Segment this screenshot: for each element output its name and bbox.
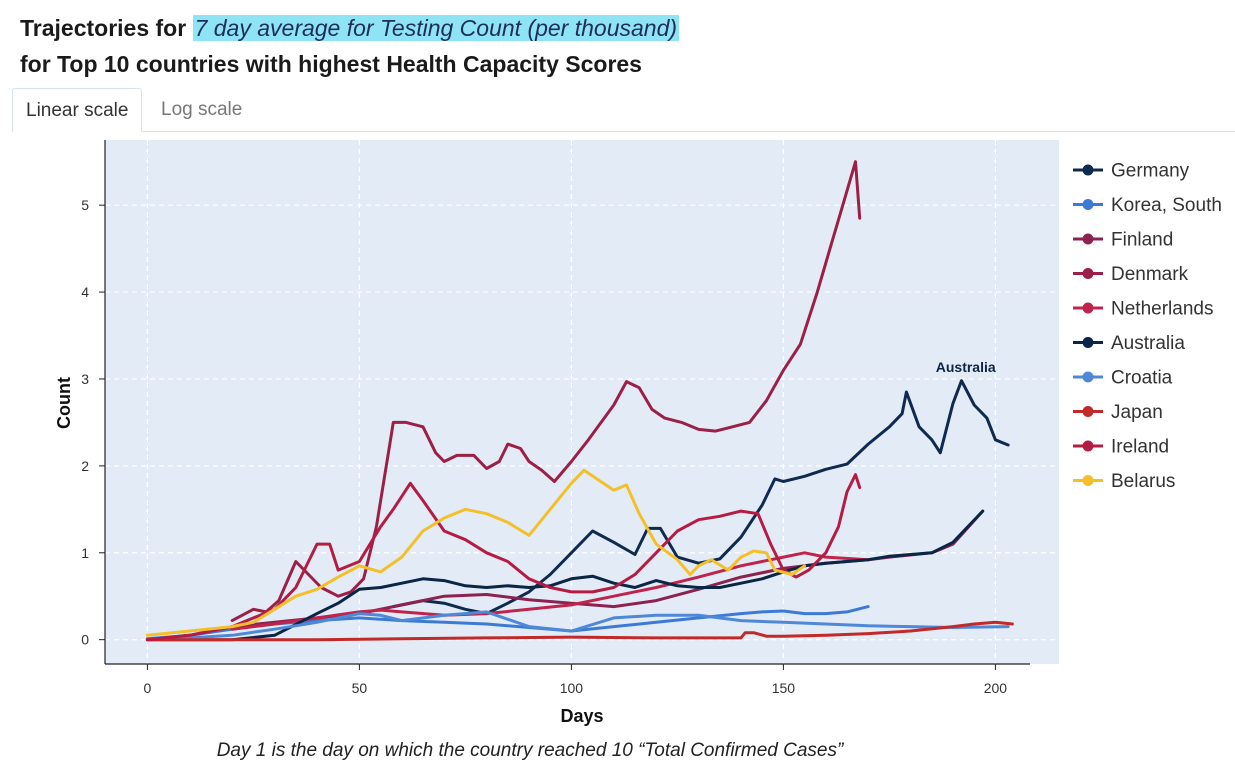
- chart-caption: Day 1 is the day on which the country re…: [216, 740, 844, 761]
- y-tick-label: 2: [81, 458, 89, 474]
- legend-swatch-marker: [1082, 233, 1094, 245]
- x-tick-label: 200: [984, 680, 1008, 696]
- series-line: [391, 379, 1010, 616]
- legend-swatch-marker: [1082, 164, 1094, 176]
- y-tick-label: 5: [81, 197, 89, 213]
- y-axis-title: Count: [54, 377, 74, 429]
- legend-label: Korea, South: [1111, 195, 1222, 216]
- plot-area: [105, 140, 1059, 664]
- legend-swatch-marker: [1082, 337, 1094, 348]
- legend-label: Germany: [1111, 161, 1190, 182]
- y-tick-label: 4: [81, 284, 89, 300]
- series-line: [145, 620, 1014, 642]
- legend-swatch-marker: [1082, 371, 1094, 383]
- legend-label: Croatia: [1111, 368, 1173, 389]
- x-axis-title: Days: [560, 706, 603, 726]
- legend-swatch-marker: [1082, 440, 1094, 452]
- x-tick-label: 0: [144, 680, 152, 696]
- tab-linear-scale[interactable]: Linear scale: [12, 88, 143, 132]
- legend-swatch-marker: [1082, 406, 1094, 417]
- scale-tabs: Linear scale Log scale: [12, 88, 1235, 132]
- series-line: [145, 468, 807, 637]
- legend-swatch-marker: [1082, 268, 1094, 279]
- series-line: [230, 551, 870, 631]
- title-prefix: Trajectories for: [20, 15, 193, 41]
- series-line: [145, 610, 1010, 642]
- series-line: [145, 509, 985, 642]
- legend-swatch-marker: [1082, 199, 1094, 210]
- legend-label: Denmark: [1111, 264, 1189, 285]
- legend-swatch-marker: [1082, 302, 1094, 314]
- tab-log-scale[interactable]: Log scale: [161, 99, 243, 120]
- x-tick-label: 50: [352, 680, 368, 696]
- y-tick-label: 0: [81, 632, 89, 648]
- y-tick-label: 3: [81, 371, 89, 387]
- legend-label: Belarus: [1111, 471, 1175, 492]
- legend-label: Australia: [1111, 333, 1185, 354]
- chart-subtitle: for Top 10 countries with highest Health…: [20, 51, 642, 77]
- legend-label: Finland: [1111, 230, 1173, 251]
- legend-swatch-marker: [1082, 475, 1094, 486]
- y-tick-label: 1: [81, 545, 89, 561]
- title-metric-highlight[interactable]: 7 day average for Testing Count (per tho…: [192, 15, 680, 41]
- series-annotation: Australia: [936, 359, 996, 375]
- x-tick-label: 150: [772, 680, 796, 696]
- legend-label: Ireland: [1111, 437, 1169, 458]
- x-tick-label: 100: [560, 680, 584, 696]
- legend-label: Japan: [1111, 402, 1163, 423]
- chart-title: Trajectories for 7 day average for Testi…: [20, 10, 680, 82]
- legend-label: Netherlands: [1111, 299, 1213, 320]
- series-line: [230, 160, 862, 623]
